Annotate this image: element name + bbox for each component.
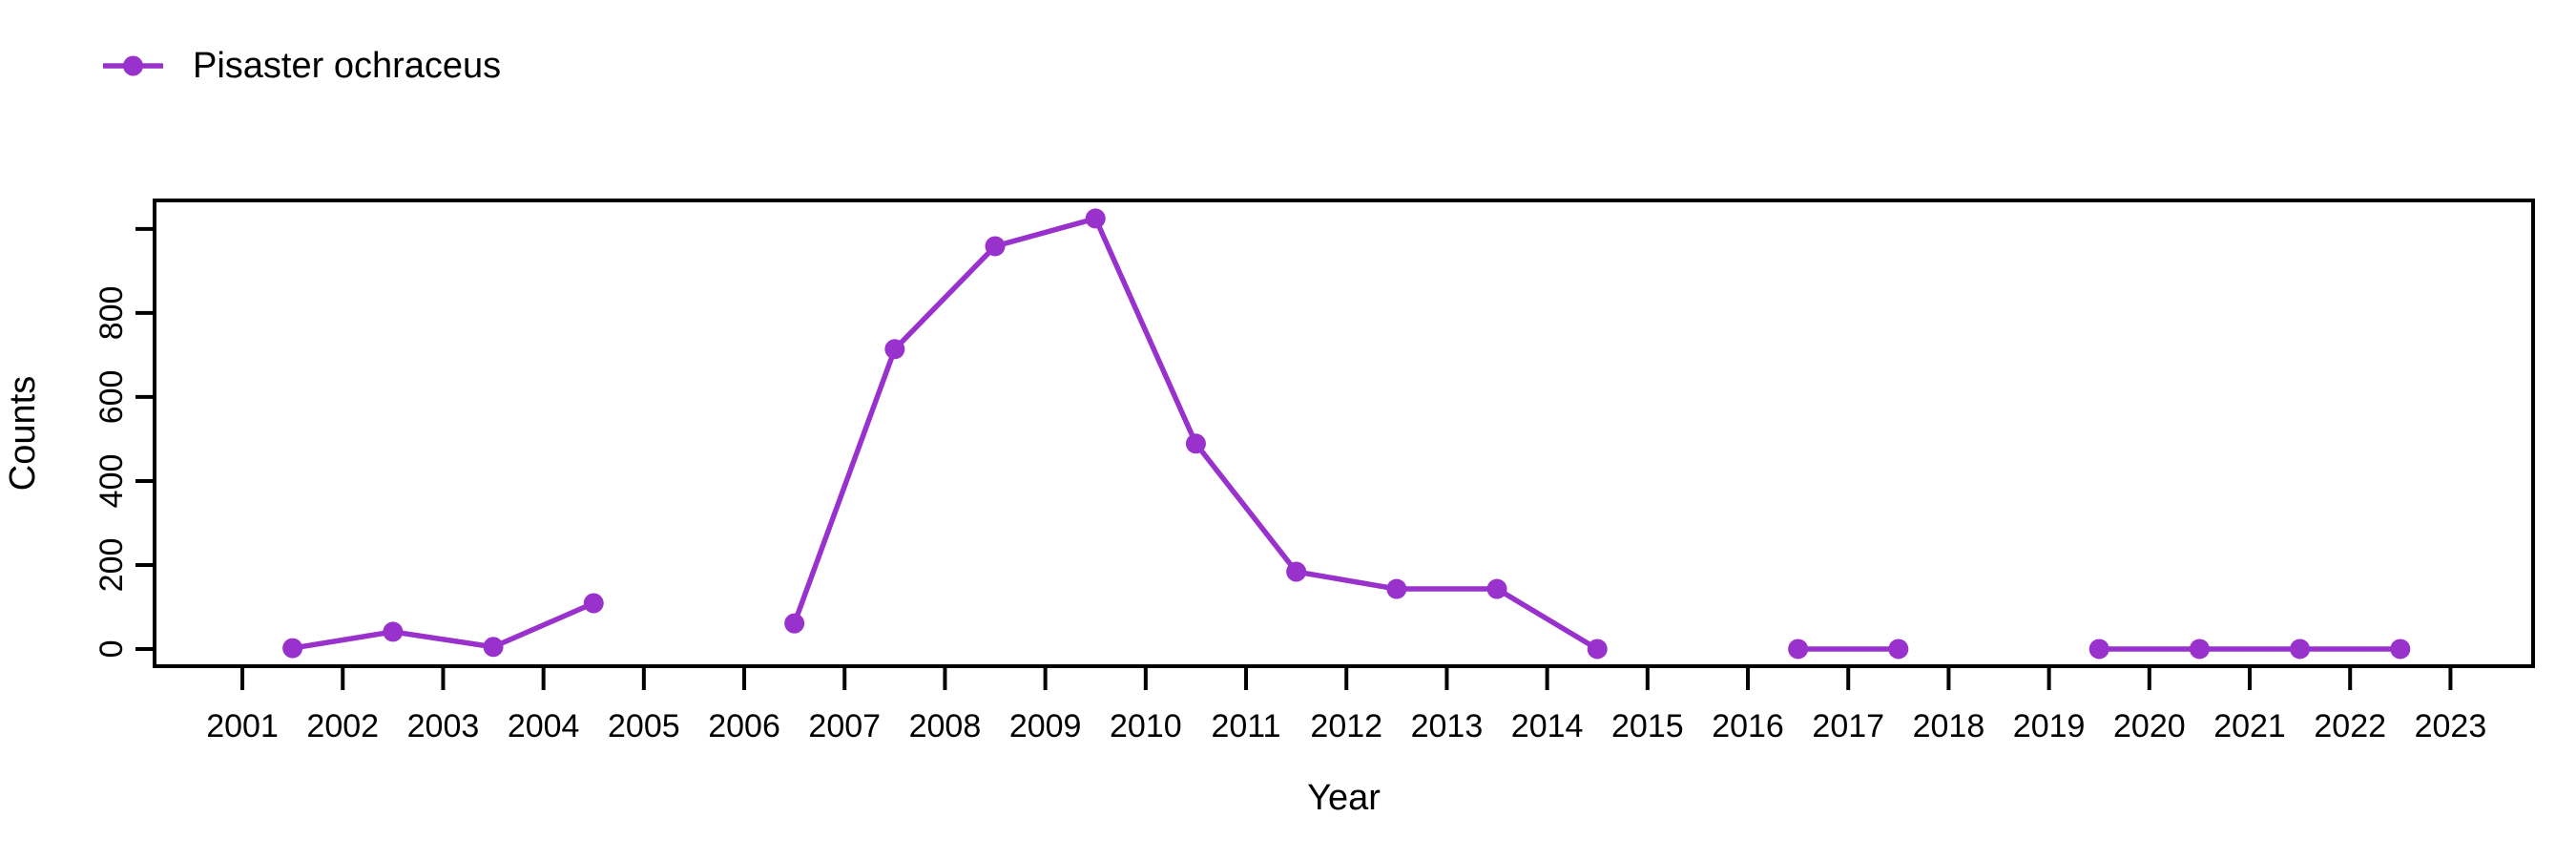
legend-point-icon bbox=[123, 55, 143, 76]
x-tick-label: 2021 bbox=[2213, 708, 2286, 744]
plot-border bbox=[153, 199, 2535, 668]
x-tick-label: 2005 bbox=[608, 708, 680, 744]
y-tick-label: 200 bbox=[93, 538, 130, 593]
data-point bbox=[884, 339, 905, 360]
x-tick-label: 2008 bbox=[909, 708, 982, 744]
legend-line-marker-icon bbox=[103, 55, 163, 76]
x-tick-label: 2006 bbox=[708, 708, 780, 744]
data-point bbox=[483, 637, 504, 658]
x-tick-label: 2004 bbox=[508, 708, 580, 744]
x-tick-label: 2012 bbox=[1310, 708, 1382, 744]
x-tick-label: 2020 bbox=[2113, 708, 2186, 744]
x-tick-label: 2019 bbox=[2013, 708, 2086, 744]
data-point bbox=[2189, 639, 2210, 660]
data-point bbox=[2290, 639, 2311, 660]
series-line bbox=[289, 600, 596, 651]
x-tick-label: 2013 bbox=[1411, 708, 1484, 744]
data-point bbox=[1085, 208, 1106, 229]
x-tick-label: 2002 bbox=[306, 708, 379, 744]
data-point bbox=[1386, 578, 1407, 599]
x-tick-label: 2003 bbox=[407, 708, 480, 744]
x-tick-label: 2007 bbox=[808, 708, 881, 744]
x-tick-label: 2015 bbox=[1611, 708, 1684, 744]
data-point bbox=[784, 613, 805, 634]
y-tick-label: 800 bbox=[93, 286, 130, 341]
legend: Pisaster ochraceus bbox=[101, 45, 501, 87]
legend-series-label: Pisaster ochraceus bbox=[193, 45, 502, 86]
y-tick-label: 600 bbox=[93, 370, 130, 425]
data-point bbox=[1888, 639, 1909, 660]
data-point bbox=[2390, 639, 2411, 660]
x-tick-label: 2016 bbox=[1712, 708, 1784, 744]
x-tick-label: 2001 bbox=[206, 708, 279, 744]
data-point bbox=[1587, 639, 1608, 660]
x-tick-label: 2009 bbox=[1009, 708, 1082, 744]
x-tick-label: 2017 bbox=[1812, 708, 1884, 744]
data-point bbox=[383, 621, 404, 642]
data-point bbox=[1486, 578, 1507, 599]
data-point bbox=[985, 236, 1006, 257]
x-tick-label: 2018 bbox=[1913, 708, 1985, 744]
x-tick-label: 2023 bbox=[2415, 708, 2487, 744]
data-point bbox=[2088, 639, 2109, 660]
x-axis-title: Year bbox=[1307, 778, 1381, 818]
data-point bbox=[1286, 561, 1307, 582]
data-point bbox=[1788, 639, 1809, 660]
y-tick-label: 0 bbox=[93, 639, 130, 658]
data-point bbox=[1185, 433, 1206, 454]
data-point bbox=[282, 638, 303, 659]
x-tick-label: 2014 bbox=[1511, 708, 1584, 744]
y-axis-title: Counts bbox=[3, 376, 43, 491]
x-tick-label: 2010 bbox=[1110, 708, 1182, 744]
y-tick-label: 400 bbox=[93, 454, 130, 509]
data-point bbox=[583, 593, 604, 614]
x-tick-label: 2022 bbox=[2314, 708, 2386, 744]
x-tick-label: 2011 bbox=[1211, 708, 1280, 744]
